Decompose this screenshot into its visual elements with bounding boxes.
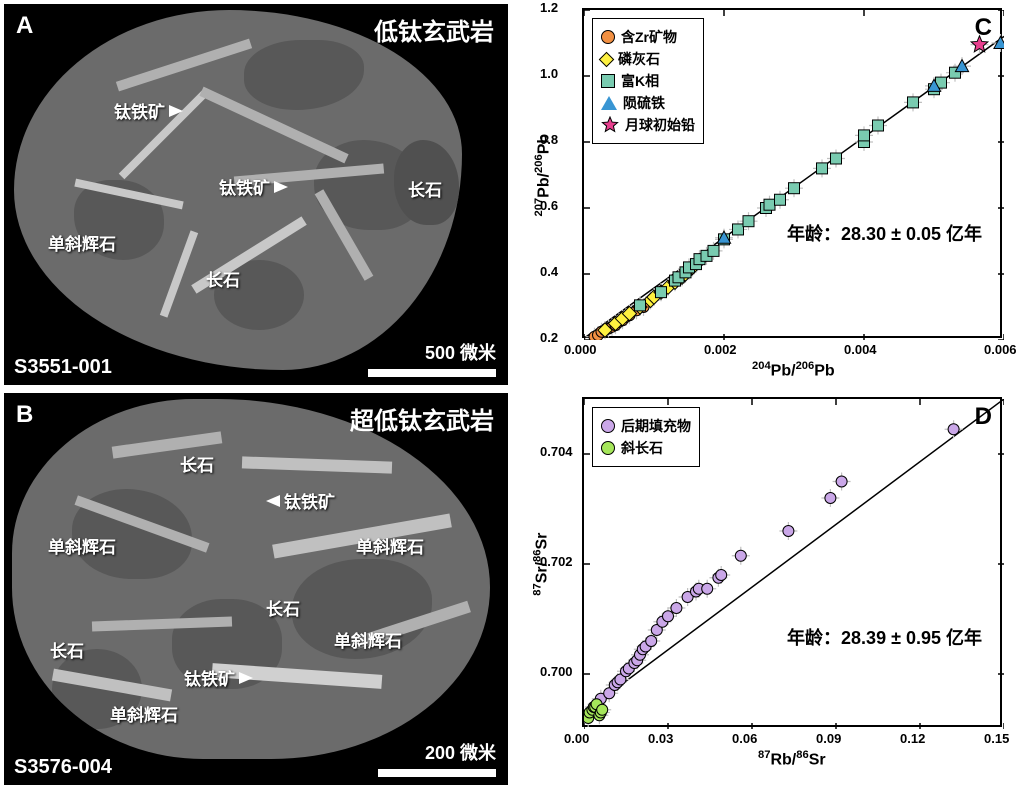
panel-c: C 含Zr矿物磷灰石富K相陨硫铁月球初始铅 年龄：28.30 ± 0.05 亿年… bbox=[512, 0, 1021, 389]
panel-b: B 超低钛玄武岩 长石 钛铁矿 单斜辉石 单斜辉石 长石 单斜辉石 长石 钛铁矿… bbox=[0, 389, 512, 789]
legend-label: 后期填充物 bbox=[621, 416, 691, 436]
legend-swatch bbox=[601, 419, 615, 433]
legend-item: 陨硫铁 bbox=[601, 93, 695, 113]
legend-label: 磷灰石 bbox=[618, 49, 660, 69]
panel-b-letter: B bbox=[16, 401, 33, 429]
legend-item: 月球初始铅 bbox=[601, 115, 695, 135]
panel-d: D 后期填充物斜长石 年龄：28.39 ± 0.95 亿年 87Sr/86Sr … bbox=[512, 389, 1021, 789]
scalebar-bar bbox=[378, 769, 496, 777]
legend-item: 后期填充物 bbox=[601, 416, 691, 436]
chart-c-area: C 含Zr矿物磷灰石富K相陨硫铁月球初始铅 年龄：28.30 ± 0.05 亿年 bbox=[582, 8, 1002, 338]
x-axis-label-d: 87Rb/86Sr bbox=[758, 749, 826, 769]
y-tick: 0.700 bbox=[540, 664, 573, 679]
scalebar-label: 200 微米 bbox=[425, 739, 496, 765]
panel-a-letter: A bbox=[16, 12, 33, 40]
x-tick: 0.15 bbox=[984, 731, 1009, 746]
x-tick: 0.03 bbox=[648, 731, 673, 746]
legend-label: 月球初始铅 bbox=[625, 115, 695, 135]
legend-label: 斜长石 bbox=[621, 438, 663, 458]
label-text: 钛铁矿 bbox=[284, 488, 335, 513]
label-text: 钛铁矿 bbox=[184, 665, 235, 690]
legend-d: 后期填充物斜长石 bbox=[592, 407, 700, 467]
legend-swatch bbox=[601, 74, 615, 88]
x-tick: 0.00 bbox=[564, 731, 589, 746]
y-tick: 0.2 bbox=[540, 330, 558, 345]
label-text: 钛铁矿 bbox=[114, 98, 165, 123]
y-tick: 0.704 bbox=[540, 444, 573, 459]
x-tick: 0.000 bbox=[564, 342, 597, 357]
y-tick: 1.0 bbox=[540, 66, 558, 81]
y-tick: 0.4 bbox=[540, 264, 558, 279]
legend-swatch bbox=[601, 30, 615, 44]
sample-id-b: S3576-004 bbox=[14, 756, 112, 779]
panel-b-title: 超低钛玄武岩 bbox=[350, 401, 494, 436]
label-b-ilmenite-2: 钛铁矿 bbox=[184, 665, 253, 690]
panel-c-letter: C bbox=[975, 14, 992, 42]
rock-image-b bbox=[12, 399, 490, 759]
scalebar-label: 500 微米 bbox=[425, 339, 496, 365]
legend-swatch bbox=[601, 96, 617, 110]
x-tick: 0.06 bbox=[732, 731, 757, 746]
arrow-icon bbox=[169, 105, 183, 117]
x-tick: 0.002 bbox=[704, 342, 737, 357]
legend-item: 富K相 bbox=[601, 71, 695, 91]
legend-item: 斜长石 bbox=[601, 438, 691, 458]
arrow-icon bbox=[266, 495, 280, 507]
x-tick: 0.004 bbox=[844, 342, 877, 357]
age-text-d: 年龄：28.39 ± 0.95 亿年 bbox=[787, 624, 982, 650]
legend-item: 磷灰石 bbox=[601, 49, 695, 69]
legend-item: 含Zr矿物 bbox=[601, 27, 695, 47]
x-axis-label-c: 204Pb/206Pb bbox=[752, 360, 835, 380]
x-tick: 0.12 bbox=[900, 731, 925, 746]
arrow-icon bbox=[239, 672, 253, 684]
legend-label: 陨硫铁 bbox=[623, 93, 665, 113]
label-b-ilmenite-1: 钛铁矿 bbox=[266, 488, 335, 513]
scalebar-a: 500 微米 bbox=[368, 339, 496, 377]
label-ilmenite-2: 钛铁矿 bbox=[219, 174, 288, 199]
x-tick: 0.09 bbox=[816, 731, 841, 746]
legend-swatch bbox=[601, 116, 619, 134]
y-tick: 1.2 bbox=[540, 0, 558, 15]
label-ilmenite-1: 钛铁矿 bbox=[114, 98, 183, 123]
sample-id-a: S3551-001 bbox=[14, 356, 112, 379]
panel-a-title: 低钛玄武岩 bbox=[374, 12, 494, 47]
y-tick: 0.702 bbox=[540, 554, 573, 569]
y-tick: 0.6 bbox=[540, 198, 558, 213]
x-tick: 0.006 bbox=[984, 342, 1017, 357]
legend-swatch bbox=[599, 51, 615, 67]
scalebar-bar bbox=[368, 369, 496, 377]
legend-label: 富K相 bbox=[621, 71, 659, 91]
label-text: 钛铁矿 bbox=[219, 174, 270, 199]
arrow-icon bbox=[274, 181, 288, 193]
y-tick: 0.8 bbox=[540, 132, 558, 147]
legend-label: 含Zr矿物 bbox=[621, 27, 677, 47]
age-text-c: 年龄：28.30 ± 0.05 亿年 bbox=[787, 220, 982, 246]
legend-c: 含Zr矿物磷灰石富K相陨硫铁月球初始铅 bbox=[592, 18, 704, 144]
panel-a: A 低钛玄武岩 钛铁矿 钛铁矿 单斜辉石 长石 长石 S3551-001 500… bbox=[0, 0, 512, 389]
chart-d-area: D 后期填充物斜长石 年龄：28.39 ± 0.95 亿年 bbox=[582, 397, 1002, 727]
legend-swatch bbox=[601, 441, 615, 455]
panel-d-letter: D bbox=[975, 403, 992, 431]
scalebar-b: 200 微米 bbox=[378, 739, 496, 777]
